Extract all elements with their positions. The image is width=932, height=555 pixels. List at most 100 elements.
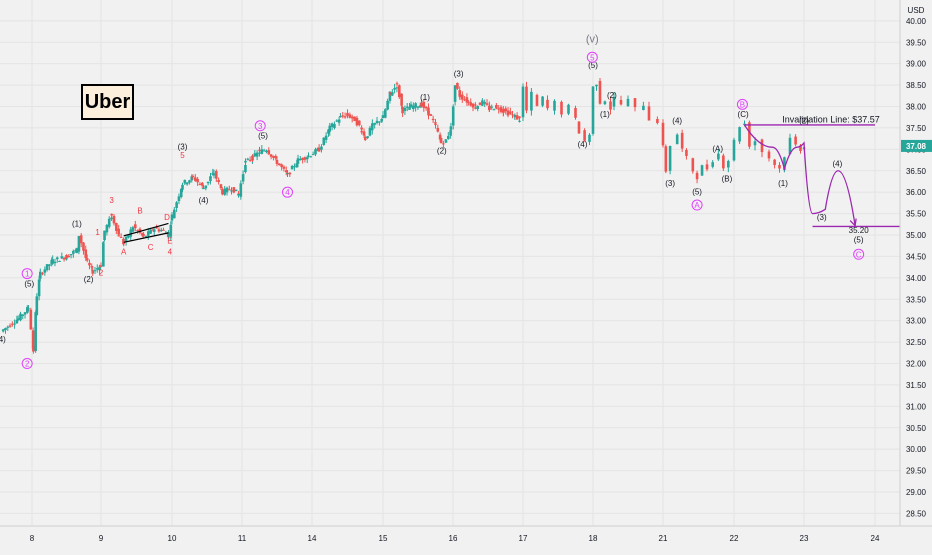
time-tick-label: 21 bbox=[659, 534, 668, 543]
candle-body bbox=[373, 123, 376, 125]
wave-labels: (4)(5)(1)(2)123ABCDE4(3)5(4)(5)(2)(1)(3)… bbox=[0, 33, 880, 370]
candle-body bbox=[481, 100, 484, 104]
wave-label: (4) bbox=[578, 140, 588, 149]
candle-body bbox=[219, 184, 223, 189]
time-tick-label: 14 bbox=[308, 534, 317, 543]
price-tick-label: 34.50 bbox=[906, 252, 927, 261]
candle-body bbox=[748, 122, 751, 147]
price-tick-label: 39.00 bbox=[906, 60, 927, 69]
candle-body bbox=[303, 157, 307, 160]
time-tick-label: 11 bbox=[238, 534, 247, 543]
candle-body bbox=[368, 127, 372, 136]
circled-wave-label: 3 bbox=[258, 122, 263, 131]
price-tick-label: 32.00 bbox=[906, 360, 927, 369]
candle-body bbox=[31, 330, 35, 349]
candle-body bbox=[609, 101, 612, 110]
projection-path bbox=[743, 124, 856, 226]
candle-body bbox=[499, 107, 503, 112]
candle-body bbox=[280, 164, 283, 168]
time-tick-label: 22 bbox=[730, 534, 739, 543]
time-tick-label: 16 bbox=[449, 534, 458, 543]
candle-body bbox=[384, 109, 387, 118]
time-axis[interactable]: 8 9 10 11 14 15 16 17 18 21 22 23 24 bbox=[0, 525, 932, 550]
candle-body bbox=[420, 102, 423, 107]
candle-body bbox=[363, 137, 367, 140]
candle-body bbox=[541, 96, 544, 106]
candle-body bbox=[79, 235, 83, 244]
candle-body bbox=[284, 170, 288, 173]
candle-body bbox=[335, 120, 339, 122]
candle-body bbox=[239, 183, 243, 197]
candle-body bbox=[591, 86, 595, 134]
candle-body bbox=[535, 94, 539, 106]
candle-body bbox=[146, 231, 150, 236]
candle-body bbox=[95, 268, 99, 270]
candle-body bbox=[43, 269, 47, 273]
candle-body bbox=[131, 227, 135, 232]
candle-body bbox=[429, 114, 433, 116]
circled-wave-marker bbox=[586, 51, 598, 63]
grid-lines bbox=[0, 0, 900, 526]
candle-body bbox=[185, 182, 189, 185]
candle-body bbox=[371, 123, 374, 127]
price-axis[interactable]: USD40.0039.5039.0038.5038.0037.5037.0036… bbox=[899, 0, 932, 550]
candle-body bbox=[664, 146, 668, 172]
candle-body bbox=[209, 177, 212, 182]
wave-label: (2) bbox=[84, 275, 94, 284]
candle-body bbox=[149, 229, 152, 234]
candle-body bbox=[511, 114, 514, 116]
wave-label: 4 bbox=[168, 247, 173, 256]
candle-body bbox=[471, 103, 475, 108]
candle-body bbox=[41, 273, 44, 275]
candle-body bbox=[612, 96, 616, 107]
candle-body bbox=[518, 116, 521, 119]
candle-body bbox=[301, 157, 304, 160]
candle-body bbox=[668, 145, 672, 171]
candle-body bbox=[241, 174, 245, 182]
candle-body bbox=[84, 249, 88, 258]
candle-body bbox=[267, 150, 271, 155]
candle-body bbox=[75, 248, 79, 253]
price-tick-label: 35.50 bbox=[906, 210, 927, 219]
wave-label: (v) bbox=[586, 33, 599, 45]
candle-body bbox=[408, 107, 411, 110]
wave-label: (5) bbox=[854, 236, 864, 245]
candle-body bbox=[215, 171, 218, 179]
candle-body bbox=[48, 264, 51, 267]
candle-body bbox=[1, 329, 5, 332]
time-tick-label: 15 bbox=[379, 534, 388, 543]
wave-label: 1 bbox=[95, 228, 100, 237]
wave-label: (1) bbox=[72, 219, 82, 228]
candle-body bbox=[738, 127, 741, 142]
candle-body bbox=[395, 87, 399, 89]
candle-body bbox=[324, 135, 328, 140]
candle-body bbox=[436, 127, 440, 132]
candle-body bbox=[16, 318, 20, 320]
candle-body bbox=[691, 158, 695, 172]
circled-wave-marker bbox=[254, 120, 266, 132]
candle-body bbox=[504, 108, 508, 112]
circled-wave-label: A bbox=[694, 201, 700, 210]
candle-body bbox=[424, 107, 428, 109]
candle-body bbox=[51, 259, 54, 264]
wave-label: (3) bbox=[665, 179, 675, 188]
projection-arrowhead bbox=[849, 218, 857, 227]
candle-body bbox=[314, 149, 317, 155]
circled-wave-label: C bbox=[856, 250, 862, 259]
candle-body bbox=[194, 177, 197, 181]
candle-body bbox=[431, 118, 435, 121]
circled-wave-marker bbox=[21, 268, 33, 280]
candle-body bbox=[574, 108, 577, 118]
candle-body bbox=[11, 323, 14, 325]
candle-body bbox=[439, 137, 443, 144]
candle-body bbox=[110, 217, 113, 220]
candle-body bbox=[311, 154, 315, 156]
candle-body bbox=[88, 262, 91, 266]
candle-body bbox=[320, 146, 323, 150]
currency-label: USD bbox=[908, 6, 925, 15]
candle-body bbox=[705, 164, 709, 170]
candles bbox=[1, 78, 806, 354]
candle-body bbox=[799, 145, 802, 151]
